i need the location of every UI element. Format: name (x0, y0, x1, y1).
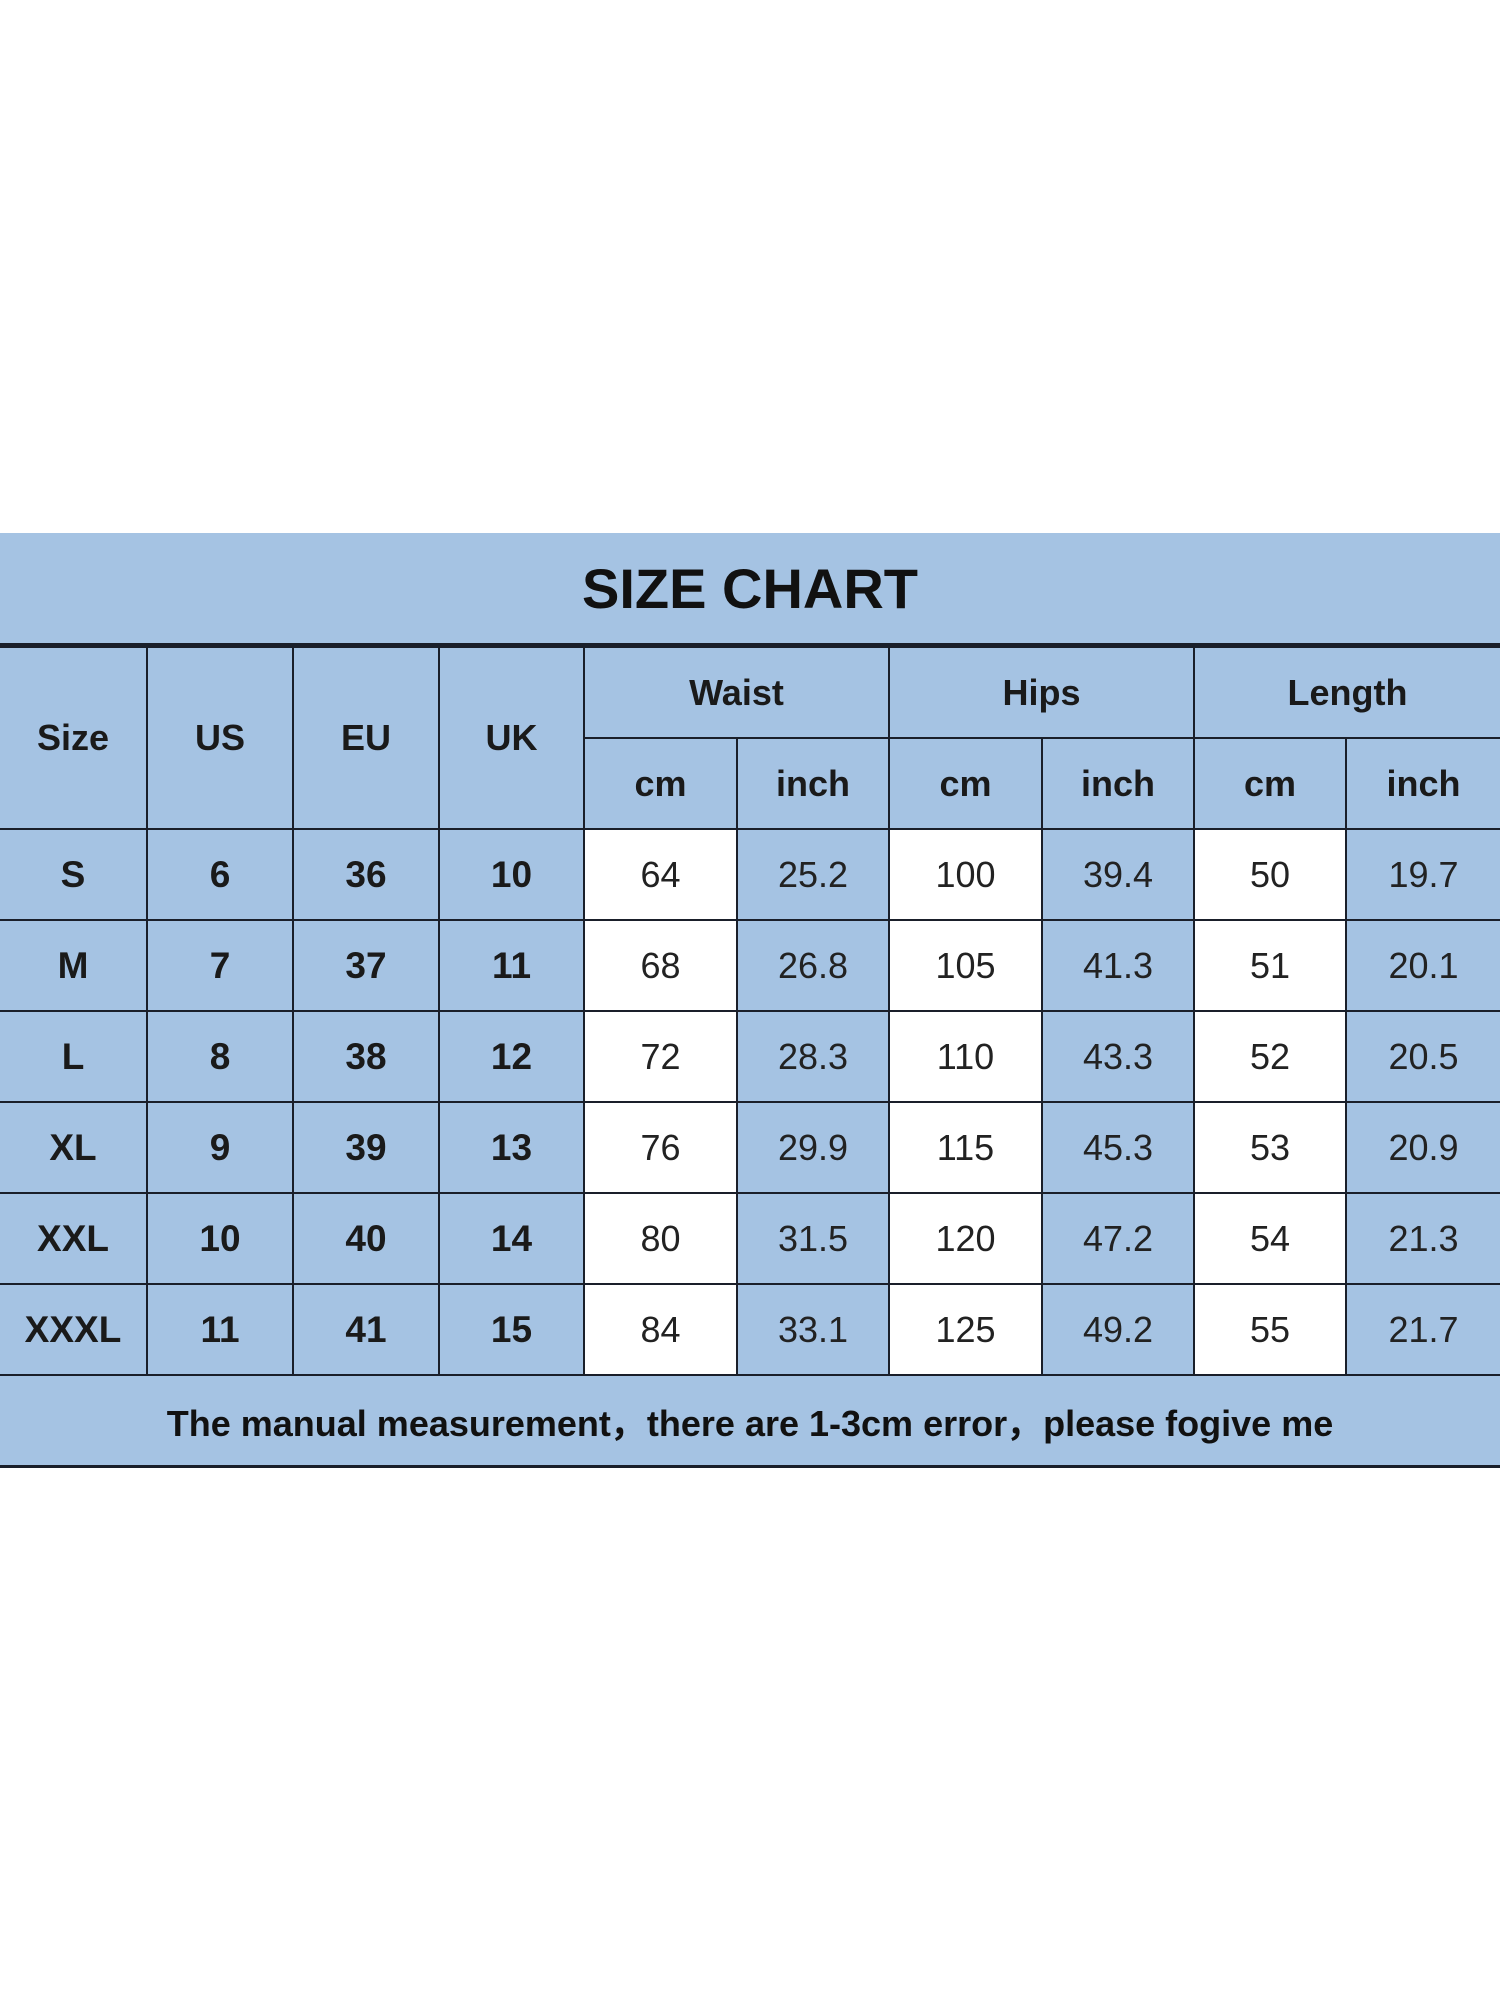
table-row: XXL 10 40 14 80 31.5 120 47.2 54 21.3 (0, 1192, 1500, 1285)
value-cell: 11 (438, 919, 585, 1012)
header-unit: inch (1345, 737, 1500, 830)
value-cell: 39.4 (1040, 828, 1196, 921)
table-row: XL 9 39 13 76 29.9 115 45.3 53 20.9 (0, 1101, 1500, 1194)
value-cell: 84 (583, 1283, 738, 1376)
value-cell: 105 (888, 919, 1043, 1012)
value-cell: 29.9 (736, 1101, 890, 1194)
size-cell: XXXL (0, 1283, 148, 1376)
header-hips: Hips (887, 646, 1196, 739)
header-eu: EU (292, 646, 440, 830)
value-cell: 13 (438, 1101, 585, 1194)
value-cell: 76 (583, 1101, 738, 1194)
value-cell: 51 (1193, 919, 1348, 1012)
value-cell: 20.9 (1345, 1101, 1500, 1194)
value-cell: 40 (292, 1192, 440, 1285)
value-cell: 20.5 (1345, 1010, 1500, 1103)
header-row-groups: Size US EU UK Waist Hips Length (0, 646, 1500, 830)
value-cell: 50 (1193, 828, 1348, 921)
value-cell: 39 (292, 1101, 440, 1194)
value-cell: 45.3 (1040, 1101, 1196, 1194)
header-row-units: cm inch cm inch cm inch (0, 737, 1500, 830)
value-cell: 52 (1193, 1010, 1348, 1103)
value-cell: 41.3 (1040, 919, 1196, 1012)
value-cell: 49.2 (1040, 1283, 1196, 1376)
size-table: Size US EU UK Waist Hips Length cm inch … (0, 646, 1500, 1376)
value-cell: 115 (888, 1101, 1043, 1194)
value-cell: 9 (146, 1101, 294, 1194)
header-us: US (146, 646, 294, 830)
size-cell: S (0, 828, 148, 921)
value-cell: 31.5 (736, 1192, 890, 1285)
header-unit: cm (584, 737, 738, 830)
value-cell: 37 (292, 919, 440, 1012)
value-cell: 33.1 (736, 1283, 890, 1376)
value-cell: 21.7 (1345, 1283, 1500, 1376)
value-cell: 15 (438, 1283, 585, 1376)
table-row: XXXL 11 41 15 84 33.1 125 49.2 55 21.7 (0, 1283, 1500, 1376)
value-cell: 36 (292, 828, 440, 921)
size-chart: SIZE CHART Size US EU UK Waist Hips Leng… (0, 533, 1500, 1468)
value-cell: 21.3 (1345, 1192, 1500, 1285)
value-cell: 41 (292, 1283, 440, 1376)
footer-note: The manual measurement，there are 1-3cm e… (0, 1376, 1500, 1468)
value-cell: 100 (888, 828, 1043, 921)
value-cell: 20.1 (1345, 919, 1500, 1012)
header-length: Length (1193, 646, 1500, 739)
value-cell: 110 (888, 1010, 1043, 1103)
value-cell: 43.3 (1040, 1010, 1196, 1103)
value-cell: 25.2 (736, 828, 890, 921)
table-row: M 7 37 11 68 26.8 105 41.3 51 20.1 (0, 919, 1500, 1012)
value-cell: 47.2 (1040, 1192, 1196, 1285)
size-cell: XXL (0, 1192, 148, 1285)
value-cell: 54 (1193, 1192, 1348, 1285)
value-cell: 26.8 (736, 919, 890, 1012)
value-cell: 7 (146, 919, 294, 1012)
header-unit: inch (736, 737, 890, 830)
value-cell: 14 (438, 1192, 585, 1285)
chart-title: SIZE CHART (0, 533, 1500, 646)
value-cell: 80 (583, 1192, 738, 1285)
value-cell: 28.3 (736, 1010, 890, 1103)
header-unit: inch (1040, 737, 1196, 830)
header-uk: UK (438, 646, 585, 830)
value-cell: 64 (583, 828, 738, 921)
value-cell: 125 (888, 1283, 1043, 1376)
value-cell: 10 (146, 1192, 294, 1285)
value-cell: 53 (1193, 1101, 1348, 1194)
value-cell: 12 (438, 1010, 585, 1103)
value-cell: 55 (1193, 1283, 1348, 1376)
size-cell: XL (0, 1101, 148, 1194)
header-unit: cm (1193, 737, 1348, 830)
value-cell: 6 (146, 828, 294, 921)
value-cell: 10 (438, 828, 585, 921)
header-size: Size (0, 646, 148, 830)
table-row: S 6 36 10 64 25.2 100 39.4 50 19.7 (0, 828, 1500, 921)
value-cell: 8 (146, 1010, 294, 1103)
value-cell: 19.7 (1345, 828, 1500, 921)
table-row: L 8 38 12 72 28.3 110 43.3 52 20.5 (0, 1010, 1500, 1103)
size-cell: M (0, 919, 148, 1012)
header-unit: cm (888, 737, 1043, 830)
value-cell: 120 (888, 1192, 1043, 1285)
value-cell: 68 (583, 919, 738, 1012)
size-cell: L (0, 1010, 148, 1103)
value-cell: 72 (583, 1010, 738, 1103)
value-cell: 11 (146, 1283, 294, 1376)
value-cell: 38 (292, 1010, 440, 1103)
header-waist: Waist (583, 646, 890, 739)
